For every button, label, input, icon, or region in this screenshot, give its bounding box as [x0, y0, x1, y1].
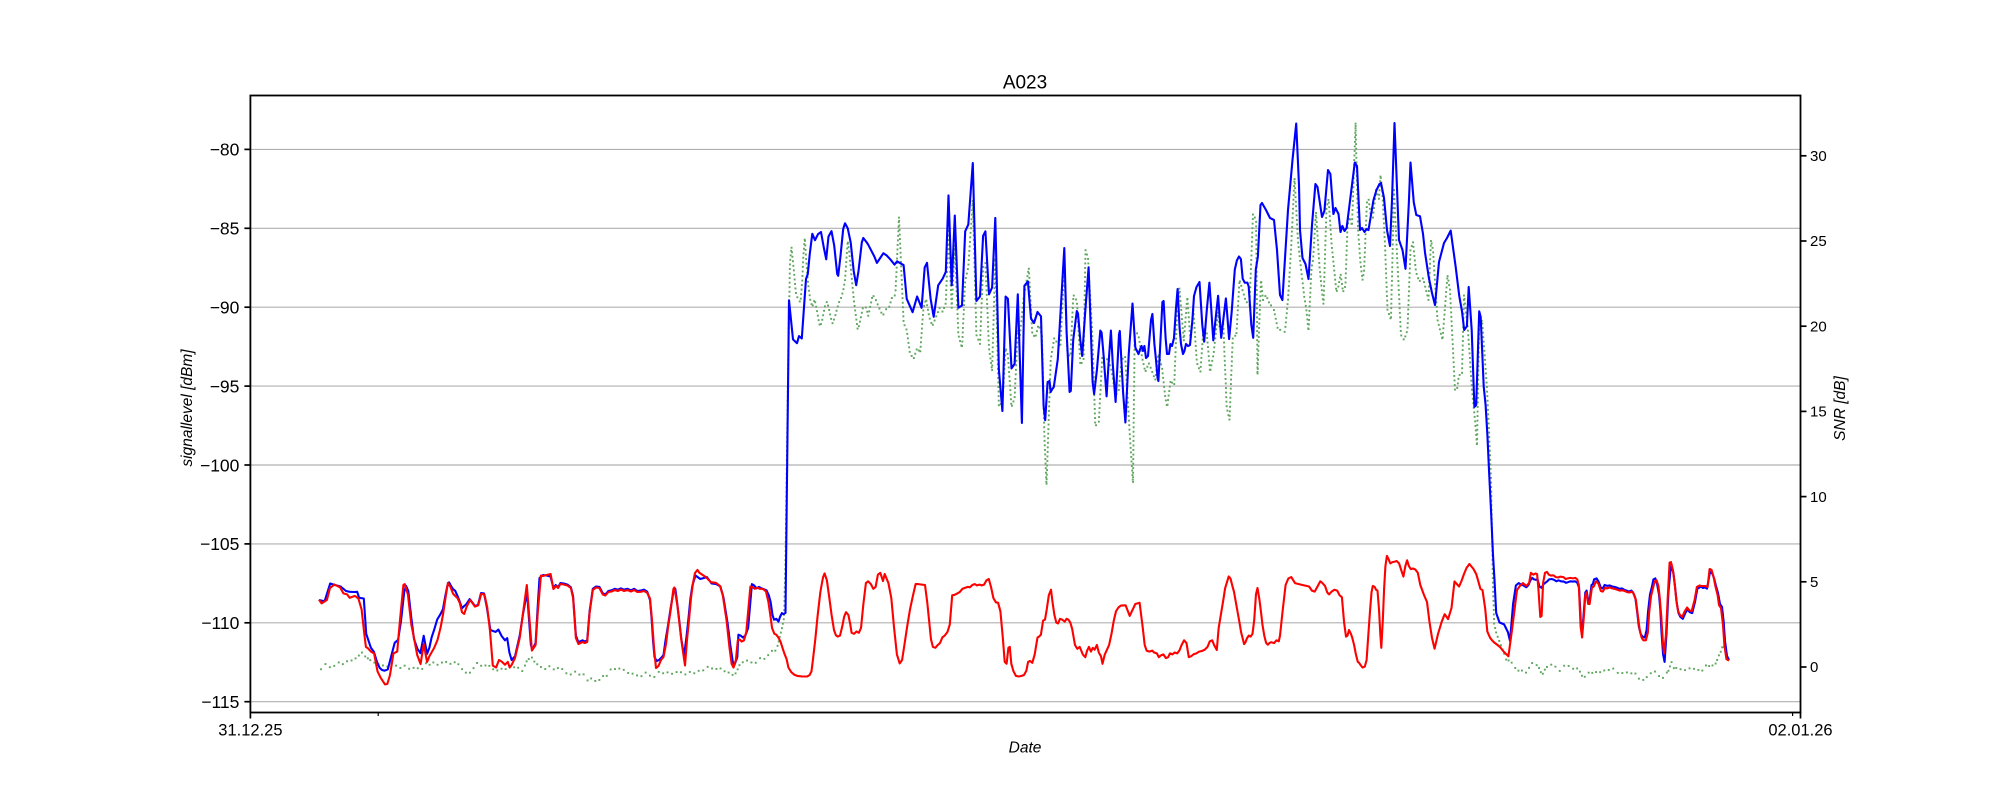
svg-text:25: 25: [1810, 233, 1827, 250]
svg-text:Date: Date: [1009, 740, 1042, 757]
svg-text:0: 0: [1810, 659, 1818, 676]
svg-text:20: 20: [1810, 318, 1827, 335]
svg-text:10: 10: [1810, 489, 1827, 506]
svg-text:signallevel [dBm]: signallevel [dBm]: [179, 349, 196, 467]
svg-text:−110: −110: [201, 613, 239, 633]
svg-text:−105: −105: [200, 534, 239, 554]
svg-text:31.12.25: 31.12.25: [218, 722, 282, 740]
svg-text:15: 15: [1810, 404, 1827, 421]
svg-text:−90: −90: [210, 298, 240, 318]
svg-text:SNR [dB]: SNR [dB]: [1832, 376, 1849, 441]
svg-text:−95: −95: [210, 376, 240, 396]
svg-text:−85: −85: [210, 219, 240, 239]
svg-text:−80: −80: [210, 140, 240, 160]
svg-text:−115: −115: [201, 692, 239, 712]
svg-text:5: 5: [1810, 574, 1818, 591]
svg-text:30: 30: [1810, 148, 1827, 165]
svg-text:02.01.26: 02.01.26: [1768, 722, 1832, 740]
svg-text:A023: A023: [1003, 73, 1047, 94]
svg-text:−100: −100: [200, 455, 240, 475]
